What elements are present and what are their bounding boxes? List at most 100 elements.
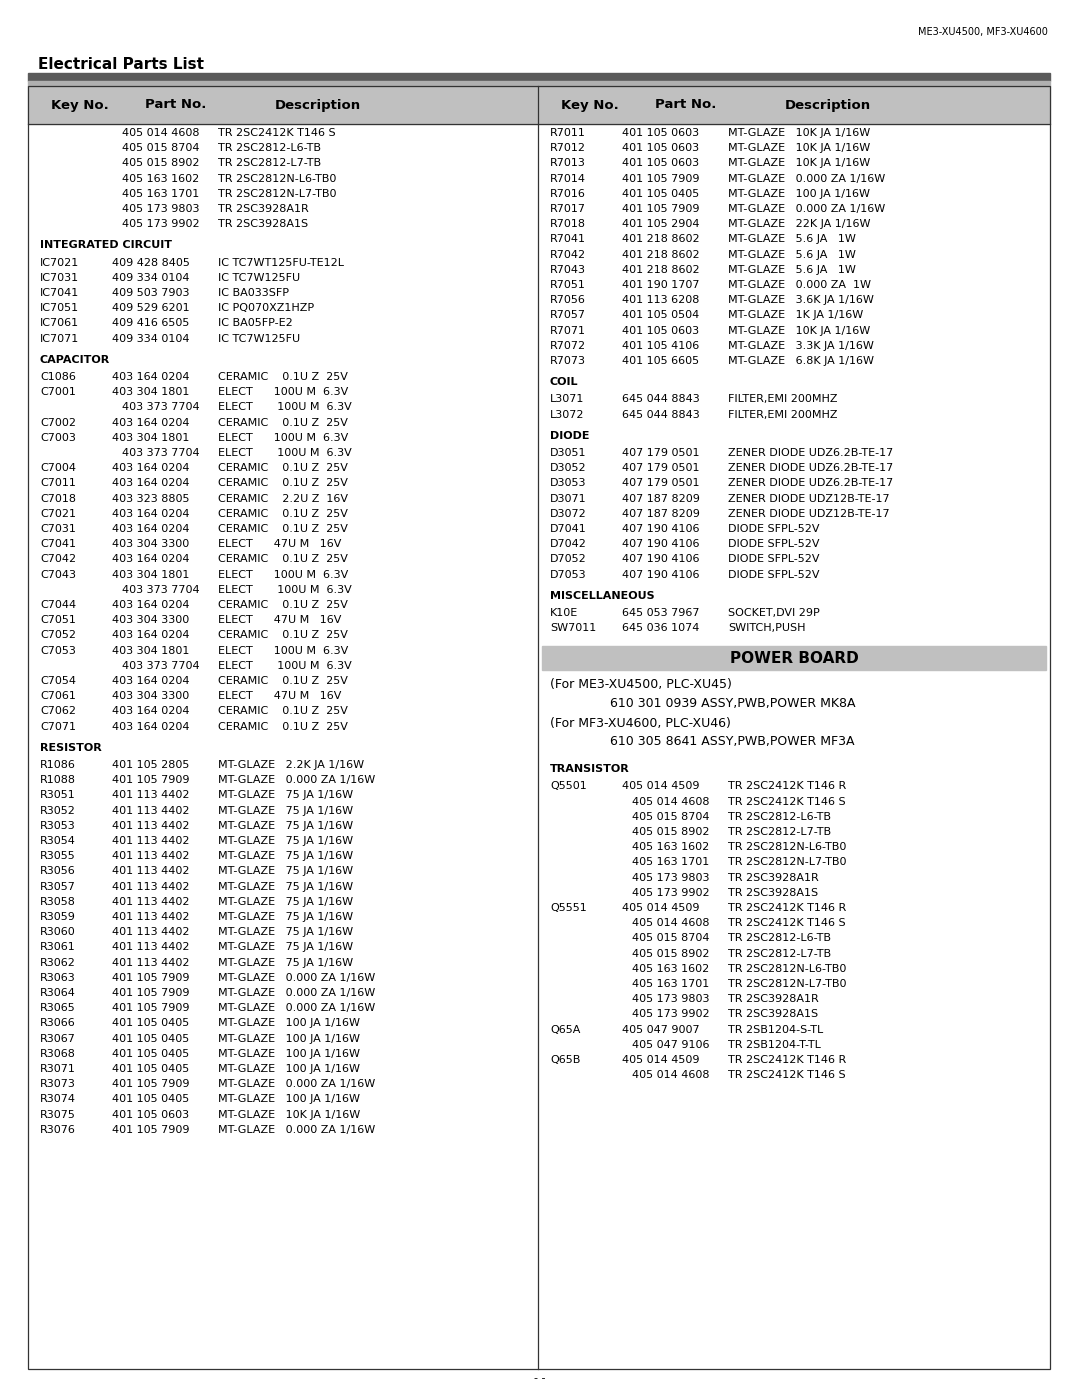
Text: D7042: D7042 xyxy=(550,539,586,549)
Text: TR 2SC2412K T146 S: TR 2SC2412K T146 S xyxy=(728,796,846,806)
Text: MT-GLAZE   0.000 ZA 1/16W: MT-GLAZE 0.000 ZA 1/16W xyxy=(728,204,886,214)
Text: IC BA033SFP: IC BA033SFP xyxy=(218,288,289,298)
Text: R3068: R3068 xyxy=(40,1049,76,1059)
Text: MT-GLAZE   22K JA 1/16W: MT-GLAZE 22K JA 1/16W xyxy=(728,219,870,229)
Text: 401 113 4402: 401 113 4402 xyxy=(112,897,189,907)
Text: 403 164 0204: 403 164 0204 xyxy=(112,372,189,381)
Text: R7017: R7017 xyxy=(550,204,586,214)
Text: R3051: R3051 xyxy=(40,791,76,800)
Text: 405 015 8704: 405 015 8704 xyxy=(632,933,710,943)
Text: 403 164 0204: 403 164 0204 xyxy=(112,524,189,534)
Text: 403 373 7704: 403 373 7704 xyxy=(122,402,200,412)
Text: MT-GLAZE   6.8K JA 1/16W: MT-GLAZE 6.8K JA 1/16W xyxy=(728,356,874,366)
Text: R3067: R3067 xyxy=(40,1034,76,1044)
Text: TRANSISTOR: TRANSISTOR xyxy=(550,764,630,774)
Text: Key No.: Key No. xyxy=(51,99,109,112)
Text: ELECT       100U M  6.3V: ELECT 100U M 6.3V xyxy=(218,661,352,671)
Text: 405 173 9902: 405 173 9902 xyxy=(632,888,710,898)
Text: 401 105 0603: 401 105 0603 xyxy=(622,144,699,154)
Text: D3051: D3051 xyxy=(550,448,586,458)
Text: 401 113 4402: 401 113 4402 xyxy=(112,957,189,968)
Text: IC PQ070XZ1HZP: IC PQ070XZ1HZP xyxy=(218,303,314,313)
Text: 405 014 4509: 405 014 4509 xyxy=(622,781,700,791)
Text: 405 163 1602: 405 163 1602 xyxy=(632,964,710,974)
Text: 403 164 0204: 403 164 0204 xyxy=(112,555,189,564)
Text: ELECT      100U M  6.3V: ELECT 100U M 6.3V xyxy=(218,645,348,655)
Text: 401 105 0603: 401 105 0603 xyxy=(622,326,699,335)
Text: MISCELLANEOUS: MISCELLANEOUS xyxy=(550,591,654,601)
Text: C7053: C7053 xyxy=(40,645,76,655)
Text: DIODE SFPL-52V: DIODE SFPL-52V xyxy=(728,555,820,564)
Text: TR 2SB1204-T-TL: TR 2SB1204-T-TL xyxy=(728,1039,821,1049)
Text: MT-GLAZE   75 JA 1/16W: MT-GLAZE 75 JA 1/16W xyxy=(218,866,353,876)
Text: IC7021: IC7021 xyxy=(40,257,79,268)
Text: C7004: C7004 xyxy=(40,464,76,474)
Text: 401 105 7909: 401 105 7909 xyxy=(112,1003,189,1013)
Text: TR 2SC2812-L6-TB: TR 2SC2812-L6-TB xyxy=(728,812,831,821)
Text: R3075: R3075 xyxy=(40,1109,76,1119)
Text: R7016: R7016 xyxy=(550,189,585,198)
Text: 645 044 8843: 645 044 8843 xyxy=(622,409,700,419)
Text: R3054: R3054 xyxy=(40,835,76,847)
Text: C7041: C7041 xyxy=(40,539,76,549)
Text: R3056: R3056 xyxy=(40,866,76,876)
Text: 401 105 4106: 401 105 4106 xyxy=(622,341,699,351)
Text: CERAMIC    0.1U Z  25V: CERAMIC 0.1U Z 25V xyxy=(218,599,348,610)
Text: 401 105 0405: 401 105 0405 xyxy=(112,1018,189,1028)
Text: 401 113 4402: 401 113 4402 xyxy=(112,851,189,861)
Text: MT-GLAZE   0.000 ZA  1W: MT-GLAZE 0.000 ZA 1W xyxy=(728,279,870,291)
Text: IC7061: IC7061 xyxy=(40,319,79,328)
Text: 401 105 0603: 401 105 0603 xyxy=(622,158,699,169)
Text: 401 105 0405: 401 105 0405 xyxy=(112,1065,189,1074)
Text: C7002: C7002 xyxy=(40,418,76,427)
Text: R3055: R3055 xyxy=(40,851,76,861)
Text: MT-GLAZE   0.000 ZA 1/16W: MT-GLAZE 0.000 ZA 1/16W xyxy=(218,988,375,997)
Text: 405 047 9106: 405 047 9106 xyxy=(632,1039,710,1049)
Text: TR 2SC2412K T146 R: TR 2SC2412K T146 R xyxy=(728,1055,847,1065)
Text: 409 334 0104: 409 334 0104 xyxy=(112,334,189,344)
Text: DIODE SFPL-52V: DIODE SFPL-52V xyxy=(728,524,820,534)
Text: Part No.: Part No. xyxy=(146,99,206,112)
Text: R3057: R3057 xyxy=(40,882,76,891)
Text: R7041: R7041 xyxy=(550,235,586,244)
Text: 409 428 8405: 409 428 8405 xyxy=(112,257,190,268)
Text: MT-GLAZE   75 JA 1/16W: MT-GLAZE 75 JA 1/16W xyxy=(218,897,353,907)
Text: R7073: R7073 xyxy=(550,356,586,366)
Text: MT-GLAZE   100 JA 1/16W: MT-GLAZE 100 JA 1/16W xyxy=(728,189,870,198)
Text: 401 105 0504: 401 105 0504 xyxy=(622,310,699,320)
Text: 401 113 4402: 401 113 4402 xyxy=(112,806,189,816)
Text: MT-GLAZE   10K JA 1/16W: MT-GLAZE 10K JA 1/16W xyxy=(728,158,870,169)
Text: DIODE SFPL-52V: DIODE SFPL-52V xyxy=(728,539,820,549)
Text: TR 2SC2812-L6-TB: TR 2SC2812-L6-TB xyxy=(218,144,321,154)
Text: 403 373 7704: 403 373 7704 xyxy=(122,585,200,595)
Text: R3062: R3062 xyxy=(40,957,76,968)
Text: TR 2SC2812N-L7-TB0: TR 2SC2812N-L7-TB0 xyxy=(728,858,847,868)
Text: C7071: C7071 xyxy=(40,722,76,732)
Text: 407 179 0501: 407 179 0501 xyxy=(622,478,700,489)
Text: 405 163 1701: 405 163 1701 xyxy=(122,189,199,198)
Text: MT-GLAZE   5.6 JA   1W: MT-GLAZE 5.6 JA 1W xyxy=(728,250,855,260)
Text: Q5551: Q5551 xyxy=(550,902,586,914)
Text: CERAMIC    0.1U Z  25V: CERAMIC 0.1U Z 25V xyxy=(218,707,348,717)
Text: CERAMIC    0.1U Z  25V: CERAMIC 0.1U Z 25V xyxy=(218,524,348,534)
Text: 405 173 9803: 405 173 9803 xyxy=(632,873,710,883)
Text: K10E: K10E xyxy=(550,608,578,617)
Text: TR 2SC2412K T146 S: TR 2SC2412K T146 S xyxy=(728,918,846,928)
Text: R1088: R1088 xyxy=(40,775,76,785)
Text: TR 2SC3928A1S: TR 2SC3928A1S xyxy=(218,219,308,229)
Text: CAPACITOR: CAPACITOR xyxy=(40,355,110,365)
Text: SOCKET,DVI 29P: SOCKET,DVI 29P xyxy=(728,608,820,617)
Text: CERAMIC    0.1U Z  25V: CERAMIC 0.1U Z 25V xyxy=(218,722,348,732)
Text: C7031: C7031 xyxy=(40,524,76,534)
Text: IC TC7W125FU: IC TC7W125FU xyxy=(218,272,300,282)
Text: 409 334 0104: 409 334 0104 xyxy=(112,272,189,282)
Text: 401 218 8602: 401 218 8602 xyxy=(622,235,700,244)
Text: R3053: R3053 xyxy=(40,821,76,831)
Text: TR 2SC2812N-L7-TB0: TR 2SC2812N-L7-TB0 xyxy=(728,979,847,989)
Text: R3061: R3061 xyxy=(40,943,76,953)
Text: R7012: R7012 xyxy=(550,144,586,154)
Text: MT-GLAZE   0.000 ZA 1/16W: MT-GLAZE 0.000 ZA 1/16W xyxy=(218,1125,375,1134)
Text: 403 373 7704: 403 373 7704 xyxy=(122,448,200,458)
Text: R3065: R3065 xyxy=(40,1003,76,1013)
Text: SW7011: SW7011 xyxy=(550,623,596,633)
